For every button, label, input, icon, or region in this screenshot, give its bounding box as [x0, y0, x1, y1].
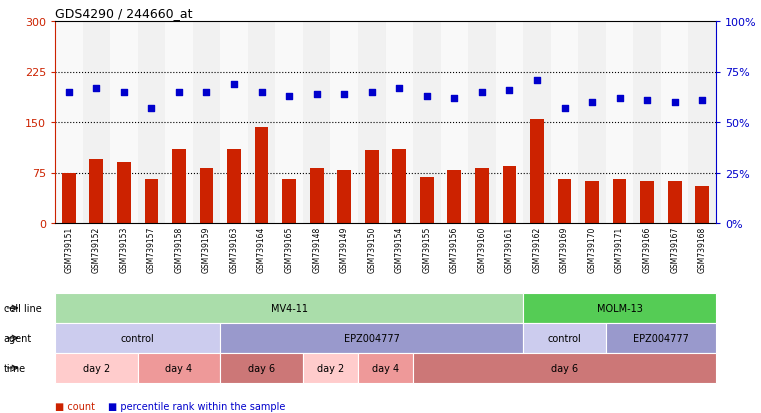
Text: MV4-11: MV4-11: [271, 303, 307, 313]
Bar: [413, 22, 441, 223]
Bar: [62, 173, 75, 223]
Bar: [447, 171, 461, 223]
Text: EPZ004777: EPZ004777: [633, 333, 689, 343]
Bar: [441, 22, 468, 223]
Bar: [310, 169, 323, 223]
Bar: [606, 22, 633, 223]
Text: day 2: day 2: [83, 363, 110, 373]
Point: [669, 99, 681, 106]
Text: ■ percentile rank within the sample: ■ percentile rank within the sample: [108, 401, 285, 411]
Point: [310, 91, 323, 98]
Bar: [275, 22, 303, 223]
Bar: [303, 22, 330, 223]
Bar: [248, 22, 275, 223]
Point: [91, 85, 103, 92]
Text: day 4: day 4: [165, 363, 193, 373]
Text: EPZ004777: EPZ004777: [344, 333, 400, 343]
Point: [641, 97, 653, 104]
Bar: [475, 169, 489, 223]
Bar: [330, 22, 358, 223]
Point: [62, 89, 75, 96]
Bar: [613, 180, 626, 223]
Bar: [668, 181, 682, 223]
Text: day 6: day 6: [248, 363, 275, 373]
Point: [365, 89, 377, 96]
Point: [476, 89, 488, 96]
Bar: [193, 22, 220, 223]
Bar: [689, 22, 716, 223]
Point: [586, 99, 598, 106]
Point: [613, 95, 626, 102]
Bar: [551, 22, 578, 223]
Bar: [110, 22, 138, 223]
Bar: [337, 171, 351, 223]
Bar: [282, 180, 296, 223]
Text: day 2: day 2: [317, 363, 344, 373]
Point: [559, 105, 571, 112]
Bar: [358, 22, 386, 223]
Point: [696, 97, 708, 104]
Bar: [502, 166, 516, 223]
Bar: [420, 178, 434, 223]
Text: ■ count: ■ count: [55, 401, 95, 411]
Text: MOLM-13: MOLM-13: [597, 303, 642, 313]
Point: [173, 89, 185, 96]
Bar: [90, 160, 103, 223]
Bar: [393, 150, 406, 223]
Bar: [255, 127, 269, 223]
Bar: [495, 22, 524, 223]
Point: [283, 93, 295, 100]
Text: cell line: cell line: [4, 303, 42, 313]
Bar: [524, 22, 551, 223]
Bar: [585, 182, 599, 223]
Point: [145, 105, 158, 112]
Bar: [365, 151, 379, 223]
Point: [531, 77, 543, 84]
Bar: [117, 163, 131, 223]
Bar: [468, 22, 495, 223]
Bar: [386, 22, 413, 223]
Point: [118, 89, 130, 96]
Point: [256, 89, 268, 96]
Bar: [640, 182, 654, 223]
Point: [393, 85, 406, 92]
Bar: [199, 169, 213, 223]
Text: time: time: [4, 363, 26, 373]
Bar: [220, 22, 248, 223]
Bar: [227, 150, 241, 223]
Bar: [138, 22, 165, 223]
Point: [503, 87, 515, 94]
Bar: [633, 22, 661, 223]
Bar: [165, 22, 193, 223]
Point: [338, 91, 350, 98]
Point: [228, 81, 240, 88]
Bar: [530, 119, 544, 223]
Text: day 4: day 4: [372, 363, 399, 373]
Point: [200, 89, 212, 96]
Text: control: control: [548, 333, 581, 343]
Text: day 6: day 6: [551, 363, 578, 373]
Bar: [661, 22, 689, 223]
Bar: [696, 187, 709, 223]
Bar: [578, 22, 606, 223]
Bar: [82, 22, 110, 223]
Point: [421, 93, 433, 100]
Point: [448, 95, 460, 102]
Text: control: control: [121, 333, 154, 343]
Text: GDS4290 / 244660_at: GDS4290 / 244660_at: [55, 7, 193, 20]
Bar: [558, 180, 572, 223]
Bar: [145, 180, 158, 223]
Text: agent: agent: [4, 333, 32, 343]
Bar: [55, 22, 82, 223]
Bar: [172, 150, 186, 223]
